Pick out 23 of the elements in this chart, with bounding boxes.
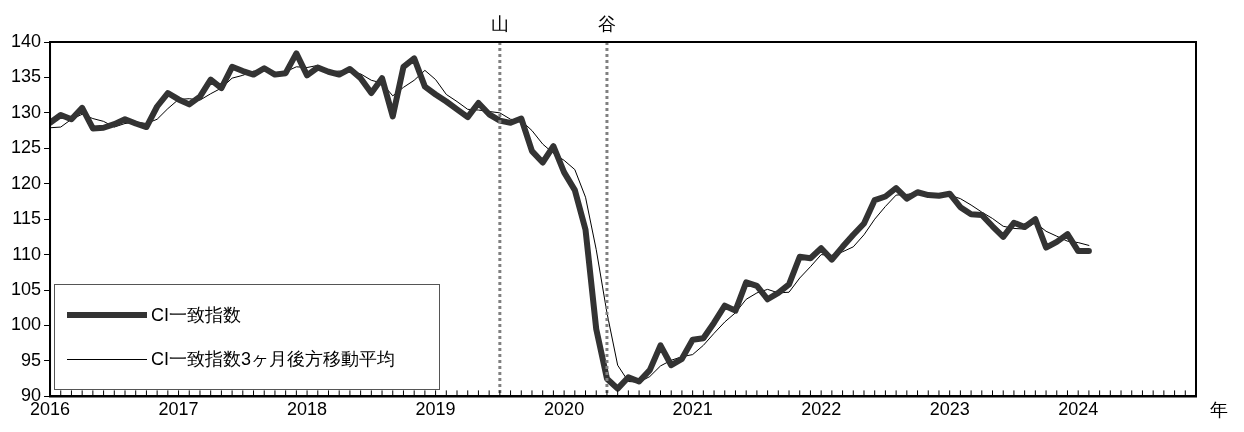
legend-label: CI一致指数 — [151, 304, 242, 328]
y-tick-label: 105 — [10, 279, 42, 300]
x-tick-label: 2019 — [415, 399, 456, 420]
y-tick-label: 110 — [12, 243, 42, 264]
x-tick-label: 2021 — [672, 399, 713, 420]
y-tick-label: 135 — [10, 66, 42, 87]
y-tick-label: 100 — [10, 314, 42, 335]
y-tick-label: 120 — [10, 172, 42, 193]
x-tick-label: 2020 — [544, 399, 585, 420]
y-tick-label: 95 — [21, 349, 42, 370]
x-tick-label: 2022 — [801, 399, 842, 420]
y-tick-label: 125 — [10, 137, 42, 158]
x-tick-label: 2023 — [929, 399, 970, 420]
ref-line-label: 谷 — [597, 13, 616, 34]
legend-label: CI一致指数3ヶ月後方移動平均 — [151, 348, 396, 372]
x-axis-title: 年 — [1210, 400, 1228, 421]
x-tick-label: 2024 — [1058, 399, 1099, 420]
ref-line-label: 山 — [490, 13, 509, 34]
x-tick-label: 2017 — [158, 399, 199, 420]
y-tick-label: 130 — [10, 101, 42, 122]
y-tick-label: 115 — [12, 208, 42, 229]
y-tick-label: 140 — [10, 30, 42, 51]
x-tick-label: 2018 — [287, 399, 328, 420]
